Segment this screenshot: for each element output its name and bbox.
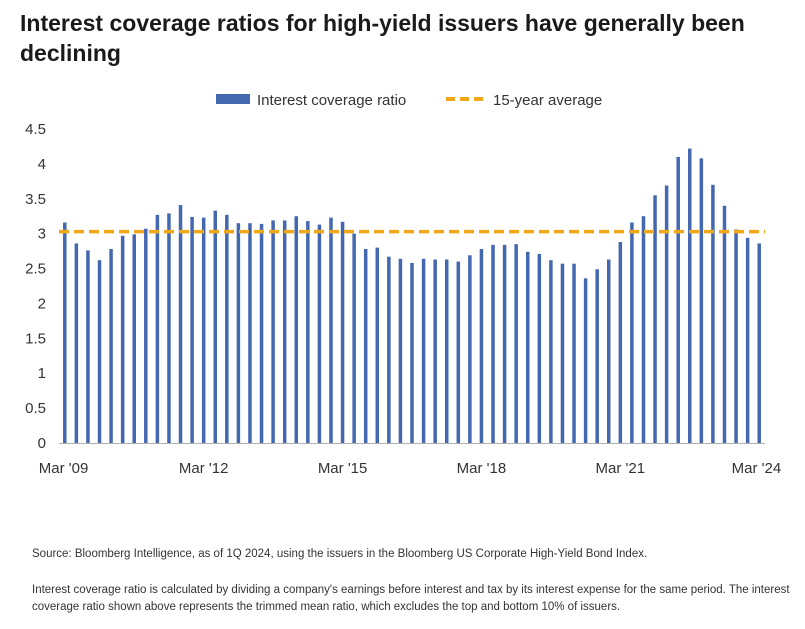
bar bbox=[734, 229, 738, 443]
y-tick-label: 1 bbox=[38, 365, 46, 382]
bar bbox=[618, 242, 623, 443]
x-tick-label: Mar '09 bbox=[39, 460, 89, 477]
y-tick-label: 3 bbox=[38, 226, 46, 243]
bar bbox=[63, 222, 67, 443]
bar bbox=[363, 249, 368, 443]
bar bbox=[144, 228, 148, 443]
bar bbox=[340, 221, 345, 443]
legend: Interest coverage ratio 15-year average bbox=[216, 92, 602, 109]
bar bbox=[630, 222, 634, 443]
bar bbox=[456, 261, 461, 443]
bar bbox=[282, 220, 287, 443]
bar bbox=[653, 195, 657, 443]
bar bbox=[525, 251, 530, 443]
x-tick-label: Mar '15 bbox=[318, 460, 368, 477]
bar bbox=[155, 214, 160, 443]
bar bbox=[502, 244, 507, 443]
bar bbox=[306, 221, 310, 443]
bar bbox=[711, 184, 715, 443]
bar bbox=[688, 148, 692, 443]
bars bbox=[63, 148, 761, 443]
bar bbox=[491, 244, 495, 443]
legend-label-average: 15-year average bbox=[493, 92, 602, 109]
bar bbox=[514, 244, 518, 443]
legend-label-ratio: Interest coverage ratio bbox=[257, 92, 406, 109]
bar bbox=[722, 205, 727, 443]
bar bbox=[676, 156, 680, 443]
bar bbox=[444, 259, 449, 443]
x-tick-label: Mar '24 bbox=[732, 460, 782, 477]
bar bbox=[225, 214, 229, 443]
y-tick-label: 3.5 bbox=[25, 191, 46, 208]
bar bbox=[607, 259, 611, 443]
bar bbox=[236, 223, 241, 443]
bar bbox=[641, 216, 646, 443]
bar bbox=[479, 249, 484, 443]
bar-chart: Interest coverage ratio 15-year average … bbox=[25, 92, 781, 477]
y-tick-label: 2 bbox=[38, 295, 46, 312]
bar bbox=[120, 235, 125, 443]
x-axis: Mar '09 Mar '12 Mar '15 Mar '18 Mar '21 Mar '… bbox=[39, 460, 781, 477]
bar bbox=[433, 259, 437, 443]
x-tick-label: Mar '21 bbox=[596, 460, 646, 477]
y-tick-label: 4 bbox=[38, 156, 46, 173]
bar bbox=[213, 210, 217, 443]
bar bbox=[468, 255, 472, 443]
bar bbox=[201, 217, 206, 443]
bar bbox=[537, 253, 542, 443]
y-tick-label: 0.5 bbox=[25, 400, 46, 417]
chart-title: Interest coverage ratios for high-yield … bbox=[20, 10, 745, 66]
bar bbox=[699, 158, 704, 443]
bar bbox=[294, 216, 299, 443]
bar bbox=[595, 269, 599, 443]
x-tick-label: Mar '12 bbox=[179, 460, 229, 477]
y-tick-label: 2.5 bbox=[25, 261, 46, 278]
legend-swatch-ratio bbox=[216, 94, 250, 104]
bar bbox=[549, 260, 553, 443]
bar bbox=[190, 216, 194, 443]
bar bbox=[410, 262, 414, 443]
bar bbox=[248, 223, 252, 443]
bar bbox=[664, 185, 669, 443]
bar bbox=[352, 233, 356, 443]
bar bbox=[398, 258, 403, 443]
bar bbox=[317, 224, 322, 443]
bar bbox=[132, 234, 136, 443]
bar bbox=[178, 205, 183, 443]
bar bbox=[421, 258, 426, 443]
bar bbox=[745, 237, 750, 443]
y-tick-label: 1.5 bbox=[25, 330, 46, 347]
bar bbox=[572, 263, 576, 443]
bar bbox=[583, 278, 588, 443]
bar bbox=[109, 249, 113, 443]
bar bbox=[167, 213, 171, 443]
bar bbox=[560, 263, 565, 443]
bar bbox=[375, 247, 380, 443]
y-tick-label: 4.5 bbox=[25, 121, 46, 138]
y-axis: 0 0.5 1 1.5 2 2.5 3 3.5 4 4.5 bbox=[25, 121, 46, 452]
y-tick-label: 0 bbox=[38, 435, 46, 452]
methodology-note: Interest coverage ratio is calculated by… bbox=[32, 584, 790, 613]
bar bbox=[387, 256, 391, 443]
bar bbox=[86, 250, 90, 443]
bar bbox=[74, 243, 79, 443]
bar bbox=[329, 217, 333, 443]
x-tick-label: Mar '18 bbox=[457, 460, 507, 477]
bar bbox=[259, 223, 264, 443]
bar bbox=[757, 243, 761, 443]
bar bbox=[271, 220, 275, 443]
source-note: Source: Bloomberg Intelligence, as of 1Q… bbox=[32, 548, 648, 560]
bar bbox=[97, 260, 102, 443]
